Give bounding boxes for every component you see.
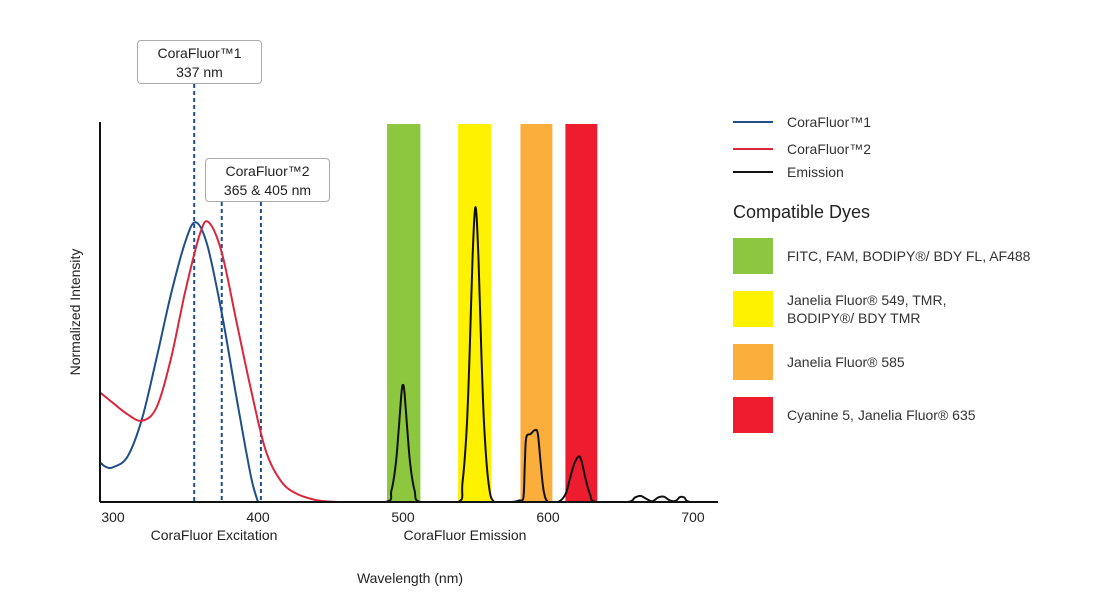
compatible-dyes-title: Compatible Dyes: [733, 202, 871, 222]
dye-label-line: BODIPY®/ BDY TMR: [787, 310, 921, 326]
dye-band-1: [458, 124, 492, 502]
legend-line-red: [733, 148, 773, 150]
dye-label: Janelia Fluor® 549, TMR, BODIPY®/ BDY TMR: [787, 291, 946, 327]
dye-label: Cyanine 5, Janelia Fluor® 635: [787, 407, 976, 423]
swatch-orange: [733, 344, 773, 380]
callout-corafluor2: CoraFluor™2 365 & 405 nm: [205, 158, 330, 202]
x-sublabel-excitation: CoraFluor Excitation: [151, 527, 278, 543]
callout-line: CoraFluor™2: [225, 163, 310, 179]
x-tick-label: 500: [391, 509, 415, 525]
x-tick-label: 300: [101, 509, 125, 525]
dye-band-3: [565, 124, 598, 502]
dye-green: FITC, FAM, BODIPY®/ BDY FL, AF488: [733, 238, 1030, 274]
swatch-yellow: [733, 291, 773, 327]
callout-line: 337 nm: [176, 64, 223, 80]
series-line-0: [99, 221, 259, 503]
swatch-red: [733, 397, 773, 433]
dye-label: Janelia Fluor® 585: [787, 354, 905, 370]
legend-label: CoraFluor™1: [787, 114, 872, 130]
dye-yellow: Janelia Fluor® 549, TMR, BODIPY®/ BDY TMR: [733, 291, 946, 327]
y-axis-label: Normalized Intensity: [67, 249, 83, 376]
dye-orange: Janelia Fluor® 585: [733, 344, 905, 380]
dye-red: Cyanine 5, Janelia Fluor® 635: [733, 397, 976, 433]
callout-line: 365 & 405 nm: [223, 182, 312, 198]
x-axis-label: Wavelength (nm): [357, 570, 463, 586]
x-tick-label: 400: [246, 509, 270, 525]
x-tick-label: 700: [681, 509, 705, 525]
legend-item-emission: Emission: [733, 161, 844, 183]
legend-item-corafluor1: CoraFluor™1: [733, 111, 871, 133]
dye-label-line: Janelia Fluor® 549, TMR,: [787, 292, 947, 308]
legend-label: Emission: [787, 164, 844, 180]
dye-label: FITC, FAM, BODIPY®/ BDY FL, AF488: [787, 248, 1031, 264]
callout-corafluor1: CoraFluor™1 337 nm: [137, 40, 262, 84]
x-tick-label: 600: [536, 509, 560, 525]
series-line-2: [337, 206, 718, 503]
series-line-1: [99, 220, 338, 503]
legend-line-black: [733, 171, 773, 173]
legend-line-blue: [733, 121, 773, 123]
legend-label: CoraFluor™2: [787, 141, 872, 157]
swatch-green: [733, 238, 773, 274]
x-sublabel-emission: CoraFluor Emission: [404, 527, 527, 543]
legend-item-corafluor2: CoraFluor™2: [733, 138, 871, 160]
callout-line: CoraFluor™1: [157, 45, 242, 61]
dye-band-0: [387, 124, 421, 502]
